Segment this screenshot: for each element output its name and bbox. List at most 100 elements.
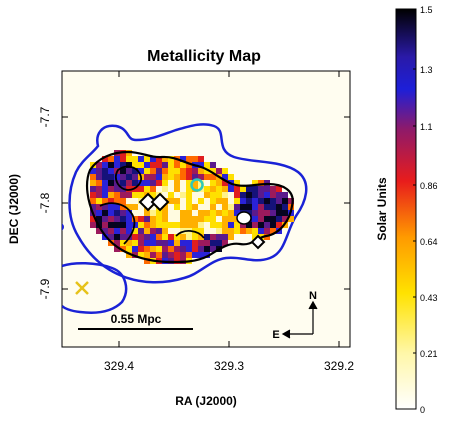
colorbar-tick-label: 0.43: [420, 293, 438, 303]
heatmap-pixel: [192, 198, 198, 204]
heatmap-pixel: [216, 222, 222, 228]
heatmap-pixel: [252, 192, 258, 198]
heatmap-pixel: [144, 162, 150, 168]
heatmap-pixel: [156, 156, 162, 162]
heatmap-pixel: [186, 210, 192, 216]
heatmap-pixel: [168, 192, 174, 198]
heatmap-pixel: [144, 216, 150, 222]
heatmap-pixel: [288, 216, 294, 222]
heatmap-pixel: [168, 240, 174, 246]
heatmap-pixel: [180, 204, 186, 210]
y-tick-label: -7.8: [38, 192, 52, 213]
heatmap-pixel: [126, 252, 132, 258]
heatmap-pixel: [156, 222, 162, 228]
heatmap-pixel: [138, 234, 144, 240]
heatmap-pixel: [180, 234, 186, 240]
heatmap-pixel: [90, 204, 96, 210]
heatmap-pixel: [228, 186, 234, 192]
heatmap-pixel: [270, 216, 276, 222]
heatmap-pixel: [210, 246, 216, 252]
heatmap-pixel: [192, 222, 198, 228]
heatmap-pixel: [96, 210, 102, 216]
heatmap-pixel: [162, 186, 168, 192]
heatmap-pixel: [96, 216, 102, 222]
heatmap-pixel: [180, 210, 186, 216]
heatmap-pixel: [180, 186, 186, 192]
heatmap-pixel: [174, 234, 180, 240]
heatmap-pixel: [198, 198, 204, 204]
heatmap-pixel: [276, 192, 282, 198]
heatmap-pixel: [120, 210, 126, 216]
heatmap-pixel: [156, 186, 162, 192]
heatmap-pixel: [120, 246, 126, 252]
heatmap-pixel: [138, 222, 144, 228]
heatmap-pixel: [102, 192, 108, 198]
heatmap-pixel: [126, 228, 132, 234]
heatmap-pixel: [114, 156, 120, 162]
heatmap-pixel: [192, 252, 198, 258]
heatmap-pixel: [228, 228, 234, 234]
heatmap-pixel: [222, 180, 228, 186]
compass-east-label: E: [272, 329, 279, 341]
heatmap-pixel: [234, 186, 240, 192]
heatmap-pixel: [204, 162, 210, 168]
heatmap-pixel: [198, 252, 204, 258]
heatmap-pixel: [156, 252, 162, 258]
heatmap-pixel: [108, 234, 114, 240]
heatmap-pixel: [168, 216, 174, 222]
heatmap-pixel: [174, 198, 180, 204]
heatmap-pixel: [282, 210, 288, 216]
heatmap-pixel: [162, 162, 168, 168]
heatmap-pixel: [180, 162, 186, 168]
colorbar-tick-label: 0.64: [420, 237, 438, 247]
heatmap-pixel: [108, 228, 114, 234]
heatmap-pixel: [156, 162, 162, 168]
heatmap-pixel: [216, 210, 222, 216]
heatmap-pixel: [186, 222, 192, 228]
heatmap-pixel: [162, 156, 168, 162]
heatmap-pixel: [132, 228, 138, 234]
heatmap-pixel: [180, 216, 186, 222]
heatmap-pixel: [270, 204, 276, 210]
heatmap-pixel: [174, 210, 180, 216]
heatmap-pixel: [210, 210, 216, 216]
heatmap-pixel: [156, 180, 162, 186]
heatmap-pixel: [96, 228, 102, 234]
compass-arrows: [281, 300, 318, 339]
heatmap-pixel: [252, 228, 258, 234]
heatmap-pixel: [186, 186, 192, 192]
heatmap-pixel: [132, 234, 138, 240]
heatmap-pixel: [126, 216, 132, 222]
heatmap-pixel: [114, 234, 120, 240]
heatmap-pixel: [234, 204, 240, 210]
heatmap-pixel: [132, 168, 138, 174]
heatmap-pixel: [186, 216, 192, 222]
heatmap-pixel: [210, 216, 216, 222]
heatmap-pixel: [168, 204, 174, 210]
heatmap-pixel: [96, 162, 102, 168]
heatmap-pixel: [174, 168, 180, 174]
heatmap-pixel: [90, 222, 96, 228]
heatmap-pixel: [204, 210, 210, 216]
heatmap-pixel: [108, 216, 114, 222]
heatmap-pixel: [216, 216, 222, 222]
heatmap-pixel: [240, 192, 246, 198]
heatmap-pixel: [120, 222, 126, 228]
heatmap-pixel: [162, 240, 168, 246]
heatmap-pixel: [192, 240, 198, 246]
outer-contour: [68, 123, 308, 284]
inner-contour-main: [85, 150, 294, 264]
heatmap-pixel: [282, 216, 288, 222]
heatmap-pixel: [210, 198, 216, 204]
heatmap-pixel: [138, 240, 144, 246]
heatmap-pixel: [222, 204, 228, 210]
heatmap-pixel: [90, 168, 96, 174]
heatmap-pixel: [186, 156, 192, 162]
heatmap-pixel: [216, 180, 222, 186]
heatmap-pixel: [174, 204, 180, 210]
heatmap-pixel: [132, 216, 138, 222]
heatmap-pixel: [252, 222, 258, 228]
heatmap-pixel: [138, 204, 144, 210]
heatmap-pixel: [144, 168, 150, 174]
heatmap-pixel: [150, 168, 156, 174]
